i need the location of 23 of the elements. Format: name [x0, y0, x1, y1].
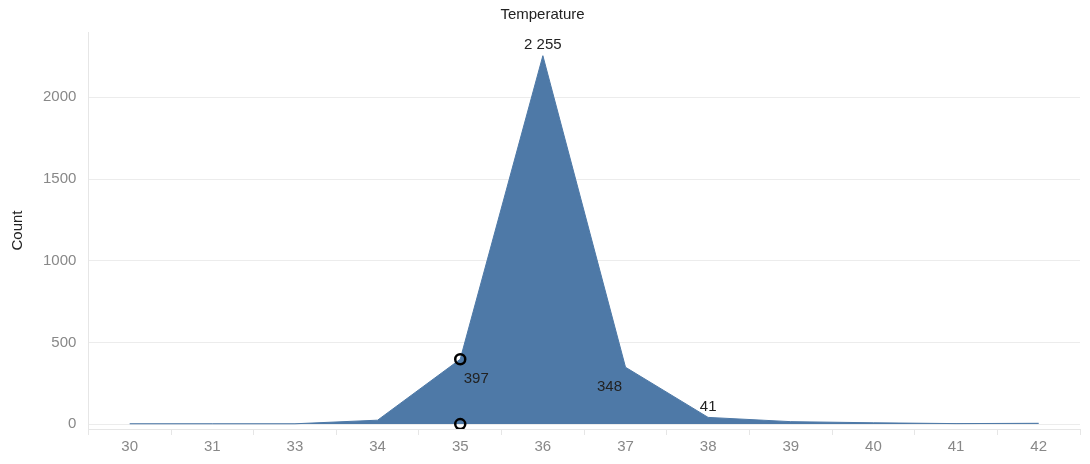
data-label: 348: [596, 376, 623, 394]
y-tick-label: 500: [51, 332, 77, 350]
x-tick-label: 37: [617, 437, 634, 455]
x-tick-label: 34: [369, 437, 386, 455]
y-tick-label: 0: [68, 414, 77, 432]
x-tick-label: 36: [534, 437, 552, 455]
y-tick-label: 1500: [42, 169, 77, 187]
data-label: 397: [463, 368, 489, 386]
data-label: 41: [699, 397, 717, 415]
x-tick-label: 33: [286, 437, 304, 455]
x-tick-label: 42: [1030, 437, 1048, 455]
x-tick-label: 40: [865, 437, 882, 455]
x-tick-label: 30: [121, 437, 139, 455]
x-tick-label: 35: [451, 437, 469, 455]
x-tick-label: 39: [782, 437, 800, 455]
y-axis-title: Count: [8, 209, 26, 251]
x-tick-label: 31: [203, 437, 221, 455]
y-tick-label: 2000: [42, 87, 77, 105]
y-tick-label: 1000: [42, 250, 77, 268]
x-tick-label: 41: [947, 437, 965, 455]
chart-title: Temperature: [500, 5, 585, 23]
data-label: 2 255: [524, 35, 562, 53]
x-tick-label: 38: [699, 437, 717, 455]
